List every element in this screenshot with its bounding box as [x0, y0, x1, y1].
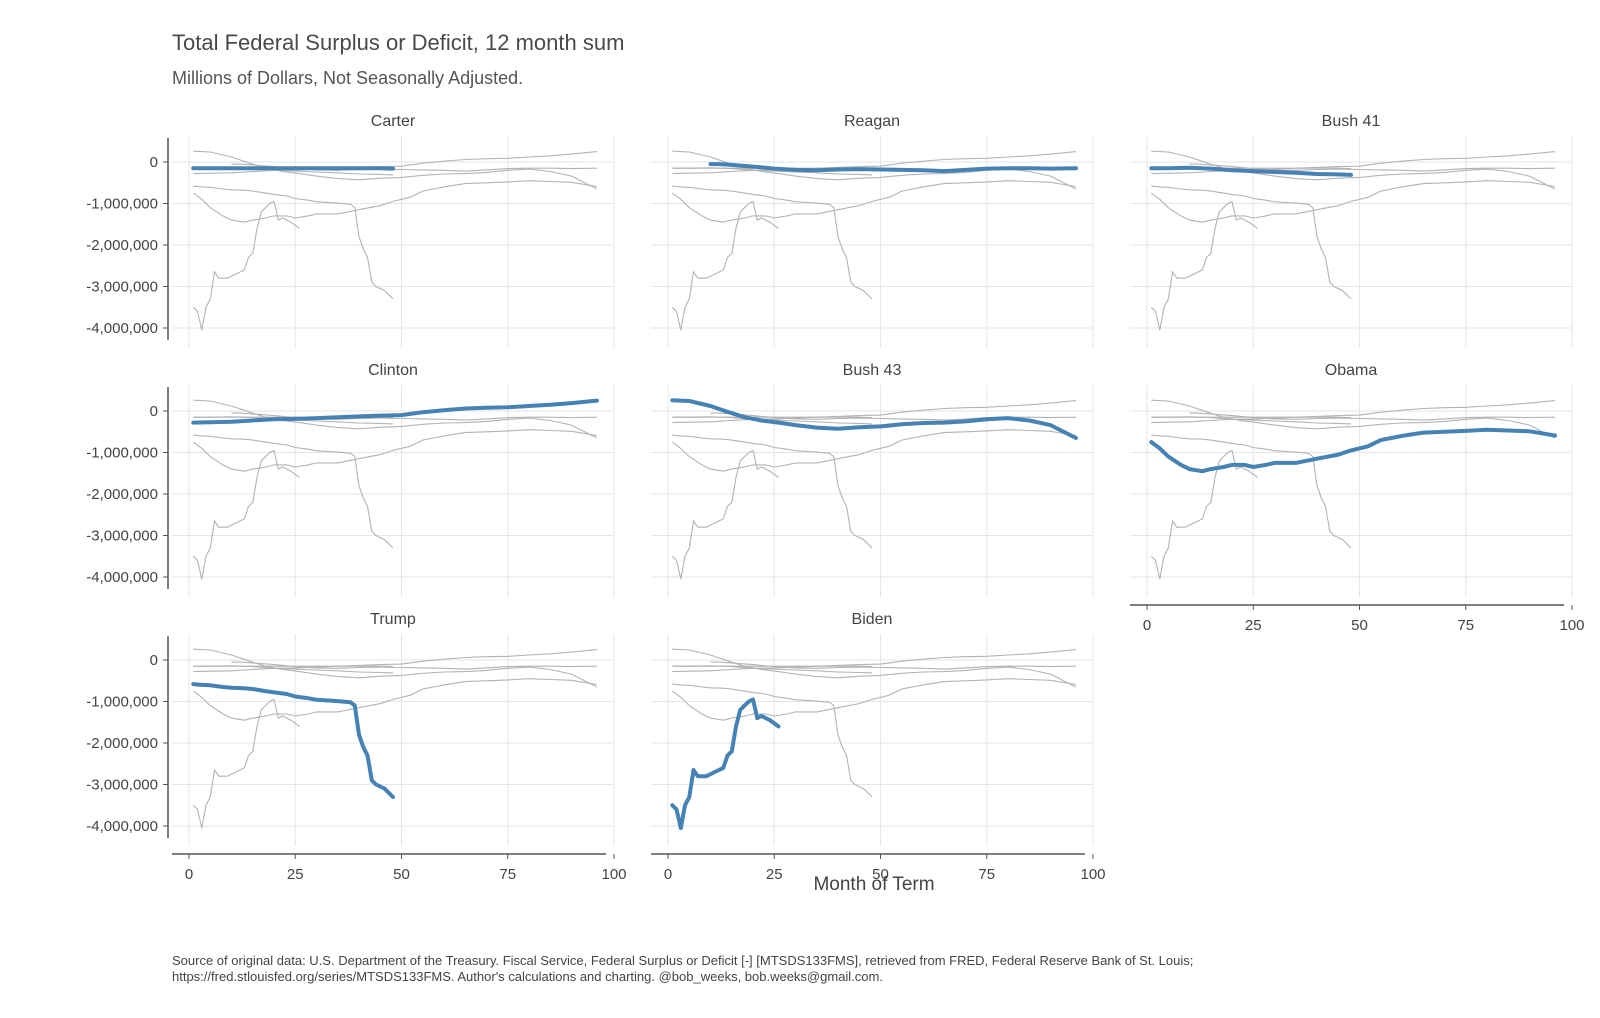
x-tick-label-biden: 0: [664, 866, 672, 883]
background-line-bush-43-in-biden: [672, 648, 1077, 688]
background-line-trump-in-reagan: [672, 185, 873, 300]
background-line-trump-in-obama: [1151, 434, 1352, 549]
background-line-bush-43-in-obama: [1151, 399, 1556, 439]
background-line-reagan-in-obama: [1189, 412, 1556, 421]
caption-line-1: Source of original data: U.S. Department…: [172, 953, 1194, 968]
x-tick-label-biden: 50: [872, 866, 889, 883]
background-line-biden-in-obama: [1150, 449, 1258, 580]
background-line-reagan-in-biden: [710, 661, 1077, 670]
background-line-obama-in-bush-41: [1150, 180, 1556, 223]
background-line-trump-in-bush-41: [1151, 185, 1352, 300]
chart-subtitle: Millions of Dollars, Not Seasonally Adju…: [172, 68, 524, 88]
x-tick-label-obama: 75: [1457, 617, 1474, 634]
background-line-obama-in-reagan: [671, 180, 1077, 223]
background-line-clinton-in-reagan: [672, 151, 1077, 175]
y-tick-label-trump: -2,000,000: [86, 735, 158, 752]
background-line-clinton-in-bush-41: [1151, 151, 1556, 175]
panel-title-carter: Carter: [371, 113, 416, 130]
panel-title-bush-43: Bush 43: [843, 362, 902, 379]
y-tick-label-clinton: -3,000,000: [86, 528, 158, 545]
panel-title-biden: Biden: [852, 611, 893, 628]
background-line-obama-in-bush-43: [671, 429, 1077, 472]
background-line-trump-in-carter: [193, 185, 394, 300]
source-caption: Source of original data: U.S. Department…: [172, 953, 1472, 985]
panel-title-clinton: Clinton: [368, 362, 418, 379]
y-tick-label-trump: -3,000,000: [86, 777, 158, 794]
y-tick-label-clinton: -4,000,000: [86, 569, 158, 586]
series-line-biden: [670, 697, 781, 831]
panel-title-reagan: Reagan: [844, 113, 900, 130]
background-line-trump-in-bush-43: [672, 434, 873, 549]
background-line-clinton-in-carter: [193, 151, 598, 175]
series-line-clinton: [191, 398, 599, 425]
background-line-bush-43-in-bush-41: [1151, 150, 1556, 190]
chart-title: Total Federal Surplus or Deficit, 12 mon…: [172, 30, 625, 55]
y-tick-label-trump: -4,000,000: [86, 818, 158, 835]
background-line-obama-in-biden: [671, 678, 1077, 721]
panel-title-obama: Obama: [1325, 362, 1378, 379]
background-line-bush-41-in-biden: [672, 665, 873, 674]
background-line-biden-in-reagan: [671, 200, 779, 331]
background-line-bush-43-in-trump: [193, 648, 598, 688]
background-line-trump-in-biden: [672, 683, 873, 798]
panel-title-bush-41: Bush 41: [1322, 113, 1381, 130]
caption-line-2: https://fred.stlouisfed.org/series/MTSDS…: [172, 969, 883, 984]
series-line-bush-43: [670, 398, 1078, 440]
x-tick-label-biden: 25: [766, 866, 783, 883]
series-line-bush-41: [1149, 165, 1353, 177]
x-tick-label-obama: 25: [1245, 617, 1262, 634]
y-tick-label-carter: -4,000,000: [86, 320, 158, 337]
background-line-clinton-in-biden: [672, 649, 1077, 673]
y-tick-label-clinton: -2,000,000: [86, 486, 158, 503]
background-line-biden-in-trump: [192, 698, 300, 829]
x-tick-label-trump: 0: [185, 866, 193, 883]
background-line-biden-in-bush-43: [671, 449, 779, 580]
panel-title-trump: Trump: [370, 611, 416, 628]
series-line-obama: [1149, 427, 1557, 474]
background-line-bush-41-in-reagan: [672, 167, 873, 176]
background-line-bush-41-in-obama: [1151, 416, 1352, 425]
background-line-biden-in-clinton: [192, 449, 300, 580]
series-line-reagan: [708, 162, 1078, 174]
y-tick-label-carter: -3,000,000: [86, 279, 158, 296]
background-line-obama-in-trump: [192, 678, 598, 721]
background-line-bush-41-in-trump: [193, 665, 394, 674]
background-line-obama-in-clinton: [192, 429, 598, 472]
background-line-clinton-in-bush-43: [672, 400, 1077, 424]
x-tick-label-trump: 25: [287, 866, 304, 883]
y-tick-label-trump: -1,000,000: [86, 694, 158, 711]
background-line-biden-in-carter: [192, 200, 300, 331]
x-tick-label-trump: 50: [393, 866, 410, 883]
x-tick-label-obama: 50: [1351, 617, 1368, 634]
x-tick-label-obama: 100: [1559, 617, 1584, 634]
x-tick-label-biden: 100: [1080, 866, 1105, 883]
background-line-obama-in-carter: [192, 180, 598, 223]
background-line-bush-43-in-carter: [193, 150, 598, 190]
y-tick-label-carter: -2,000,000: [86, 237, 158, 254]
background-line-reagan-in-bush-41: [1189, 163, 1556, 172]
x-tick-label-obama: 0: [1143, 617, 1151, 634]
series-line-trump: [191, 682, 395, 799]
x-tick-label-biden: 75: [978, 866, 995, 883]
x-tick-label-trump: 75: [499, 866, 516, 883]
y-tick-label-carter: 0: [150, 154, 158, 171]
background-line-clinton-in-obama: [1151, 400, 1556, 424]
y-tick-label-trump: 0: [150, 652, 158, 669]
y-tick-label-carter: -1,000,000: [86, 196, 158, 213]
background-line-reagan-in-clinton: [231, 412, 598, 421]
background-line-reagan-in-trump: [231, 661, 598, 670]
y-tick-label-clinton: 0: [150, 403, 158, 420]
background-line-trump-in-clinton: [193, 434, 394, 549]
y-tick-label-clinton: -1,000,000: [86, 445, 158, 462]
x-axis-title: Month of Term: [813, 874, 934, 895]
background-line-biden-in-bush-41: [1150, 200, 1258, 331]
x-tick-label-trump: 100: [601, 866, 626, 883]
background-line-clinton-in-trump: [193, 649, 598, 673]
background-line-bush-43-in-clinton: [193, 399, 598, 439]
